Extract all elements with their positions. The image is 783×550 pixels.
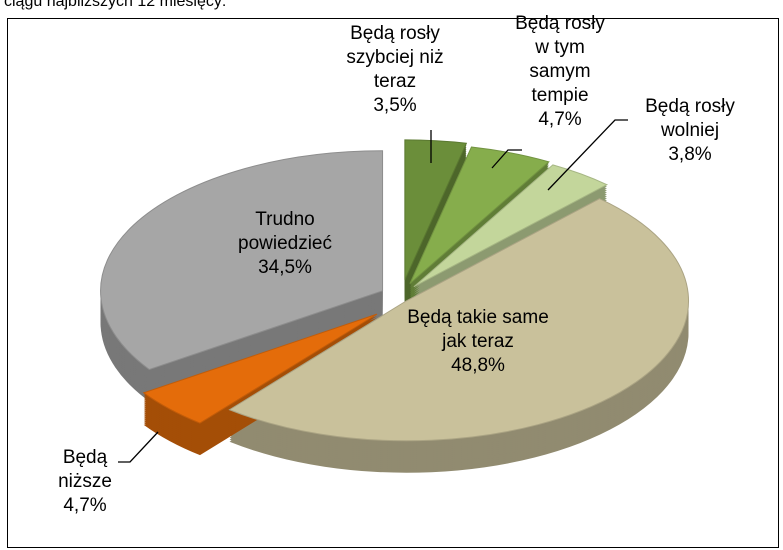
slice-label: Będą takie same jak teraz 48,8% xyxy=(403,306,553,378)
slice xyxy=(404,139,468,281)
category-label: Będą rosły w tym samym tempie xyxy=(515,13,605,106)
category-label: Będą rosły szybciej niż teraz xyxy=(346,23,444,92)
value-label: 4,7% xyxy=(63,495,107,516)
slice-tops xyxy=(100,139,689,442)
value-label: 4,7% xyxy=(538,109,582,130)
slice-label: Trudno powiedzieć 34,5% xyxy=(220,208,350,280)
slice-label: Będą rosły szybciej niż teraz 3,5% xyxy=(339,22,451,118)
slice xyxy=(142,313,378,424)
leader-lines xyxy=(118,119,628,463)
value-label: 3,5% xyxy=(373,95,417,116)
slice-label: Będą rosły wolniej 3,8% xyxy=(630,95,750,167)
slice xyxy=(409,146,550,285)
slice xyxy=(100,150,384,371)
leader-line xyxy=(491,149,522,169)
slice xyxy=(413,164,609,288)
category-label: Będą takie same jak teraz xyxy=(407,307,549,352)
slice-label: Będą niższe 4,7% xyxy=(40,446,130,518)
category-label: Będą rosły wolniej xyxy=(645,96,735,141)
leader-line xyxy=(118,431,159,463)
chart-frame xyxy=(7,18,779,548)
value-label: 3,8% xyxy=(668,144,712,165)
slice-label: Będą rosły w tym samym tempie 4,7% xyxy=(510,12,610,132)
subtitle: ciągu najbliższych 12 miesięcy: xyxy=(4,0,227,10)
leader-line xyxy=(547,119,628,191)
category-label: Trudno powiedzieć xyxy=(238,209,332,254)
slice xyxy=(228,198,689,442)
category-label: Będą niższe xyxy=(58,447,112,492)
value-label: 48,8% xyxy=(451,355,505,376)
value-label: 34,5% xyxy=(258,257,312,278)
